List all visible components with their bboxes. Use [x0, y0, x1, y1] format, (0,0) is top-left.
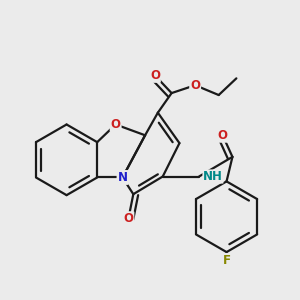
Text: F: F	[223, 254, 231, 267]
Text: N: N	[118, 171, 128, 184]
Text: O: O	[123, 212, 134, 225]
Text: O: O	[218, 129, 228, 142]
Text: O: O	[111, 118, 121, 131]
Text: O: O	[150, 69, 160, 82]
Text: O: O	[190, 79, 200, 92]
Text: NH: NH	[203, 170, 223, 183]
